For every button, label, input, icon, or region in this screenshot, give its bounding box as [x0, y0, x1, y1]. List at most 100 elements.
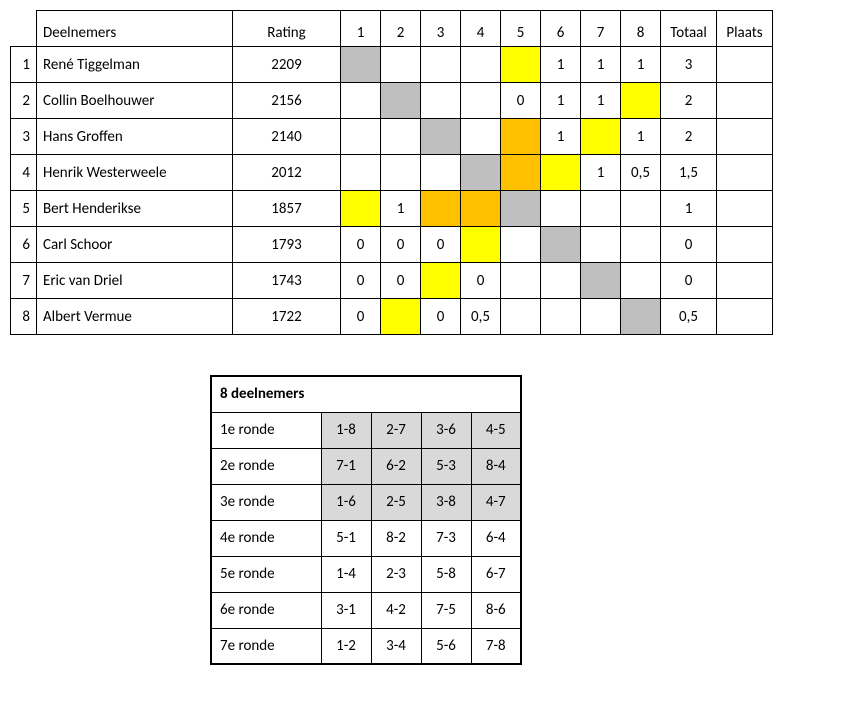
header-round-8: 8: [621, 11, 661, 47]
header-round-2: 2: [381, 11, 421, 47]
result-cell: [501, 299, 541, 335]
player-rating: 2156: [233, 83, 341, 119]
header-round-5: 5: [501, 11, 541, 47]
result-cell: [421, 83, 461, 119]
crosstable: Deelnemers Rating 1 2 3 4 5 6 7 8 Totaal…: [10, 10, 773, 335]
player-row: 3Hans Groffen2140112: [11, 119, 773, 155]
pairing-cell: 6-7: [471, 556, 521, 592]
result-cell: [381, 83, 421, 119]
pairing-cell: 8-4: [471, 448, 521, 484]
pairing-cell: 7-3: [421, 520, 471, 556]
result-cell: [381, 155, 421, 191]
result-cell: 0: [421, 227, 461, 263]
pairing-cell: 3-8: [421, 484, 471, 520]
player-number: 8: [11, 299, 37, 335]
result-cell: 1: [581, 155, 621, 191]
header-rating: Rating: [233, 11, 341, 47]
result-cell: [341, 155, 381, 191]
player-place: [717, 299, 773, 335]
pairing-cell: 2-5: [371, 484, 421, 520]
player-rating: 2012: [233, 155, 341, 191]
player-name: Hans Groffen: [37, 119, 233, 155]
result-cell: [621, 299, 661, 335]
schedule-row: 2e ronde7-16-25-38-4: [211, 448, 521, 484]
player-total: 0: [661, 263, 717, 299]
result-cell: [541, 299, 581, 335]
result-cell: [461, 155, 501, 191]
player-name: Carl Schoor: [37, 227, 233, 263]
header-round-6: 6: [541, 11, 581, 47]
player-row: 7Eric van Driel17430000: [11, 263, 773, 299]
player-total: 2: [661, 119, 717, 155]
player-rating: 2209: [233, 47, 341, 83]
result-cell: [501, 191, 541, 227]
pairing-cell: 8-2: [371, 520, 421, 556]
result-cell: 1: [581, 47, 621, 83]
pairing-cell: 3-6: [421, 412, 471, 448]
schedule-row: 1e ronde1-82-73-64-5: [211, 412, 521, 448]
player-number: 6: [11, 227, 37, 263]
schedule-row: 3e ronde1-62-53-84-7: [211, 484, 521, 520]
result-cell: 1: [621, 119, 661, 155]
result-cell: [421, 47, 461, 83]
result-cell: [421, 263, 461, 299]
schedule-title-row: 8 deelnemers: [211, 376, 521, 412]
result-cell: [461, 47, 501, 83]
pairing-cell: 3-4: [371, 628, 421, 664]
result-cell: [381, 299, 421, 335]
result-cell: [541, 227, 581, 263]
pairing-cell: 7-5: [421, 592, 471, 628]
header-row: Deelnemers Rating 1 2 3 4 5 6 7 8 Totaal…: [11, 11, 773, 47]
player-row: 8Albert Vermue1722000,50,5: [11, 299, 773, 335]
result-cell: [461, 191, 501, 227]
player-place: [717, 155, 773, 191]
result-cell: [581, 227, 621, 263]
result-cell: [341, 83, 381, 119]
player-total: 1,5: [661, 155, 717, 191]
pairing-cell: 1-8: [321, 412, 371, 448]
result-cell: [621, 191, 661, 227]
player-number: 5: [11, 191, 37, 227]
player-place: [717, 191, 773, 227]
pairing-cell: 4-7: [471, 484, 521, 520]
result-cell: [381, 47, 421, 83]
round-label: 1e ronde: [211, 412, 321, 448]
player-total: 0: [661, 227, 717, 263]
result-cell: [501, 119, 541, 155]
header-round-1: 1: [341, 11, 381, 47]
player-place: [717, 83, 773, 119]
result-cell: 0: [501, 83, 541, 119]
round-label: 6e ronde: [211, 592, 321, 628]
round-label: 2e ronde: [211, 448, 321, 484]
pairing-cell: 2-3: [371, 556, 421, 592]
player-number: 4: [11, 155, 37, 191]
result-cell: [541, 263, 581, 299]
pairing-cell: 6-4: [471, 520, 521, 556]
result-cell: [341, 119, 381, 155]
player-row: 2Collin Boelhouwer21560112: [11, 83, 773, 119]
player-name: Albert Vermue: [37, 299, 233, 335]
player-row: 5Bert Henderikse185711: [11, 191, 773, 227]
result-cell: 0,5: [621, 155, 661, 191]
schedule-title: 8 deelnemers: [211, 376, 521, 412]
result-cell: [341, 47, 381, 83]
pairing-cell: 5-1: [321, 520, 371, 556]
player-place: [717, 47, 773, 83]
player-total: 0,5: [661, 299, 717, 335]
schedule-row: 5e ronde1-42-35-86-7: [211, 556, 521, 592]
player-row: 4Henrik Westerweele201210,51,5: [11, 155, 773, 191]
result-cell: 0: [381, 227, 421, 263]
pairing-cell: 5-8: [421, 556, 471, 592]
result-cell: [461, 119, 501, 155]
result-cell: 0: [381, 263, 421, 299]
result-cell: [341, 191, 381, 227]
pairing-cell: 2-7: [371, 412, 421, 448]
round-label: 5e ronde: [211, 556, 321, 592]
result-cell: [421, 119, 461, 155]
header-plaats: Plaats: [717, 11, 773, 47]
player-number: 1: [11, 47, 37, 83]
result-cell: 1: [621, 47, 661, 83]
player-row: 6Carl Schoor17930000: [11, 227, 773, 263]
result-cell: 1: [541, 119, 581, 155]
player-rating: 1857: [233, 191, 341, 227]
